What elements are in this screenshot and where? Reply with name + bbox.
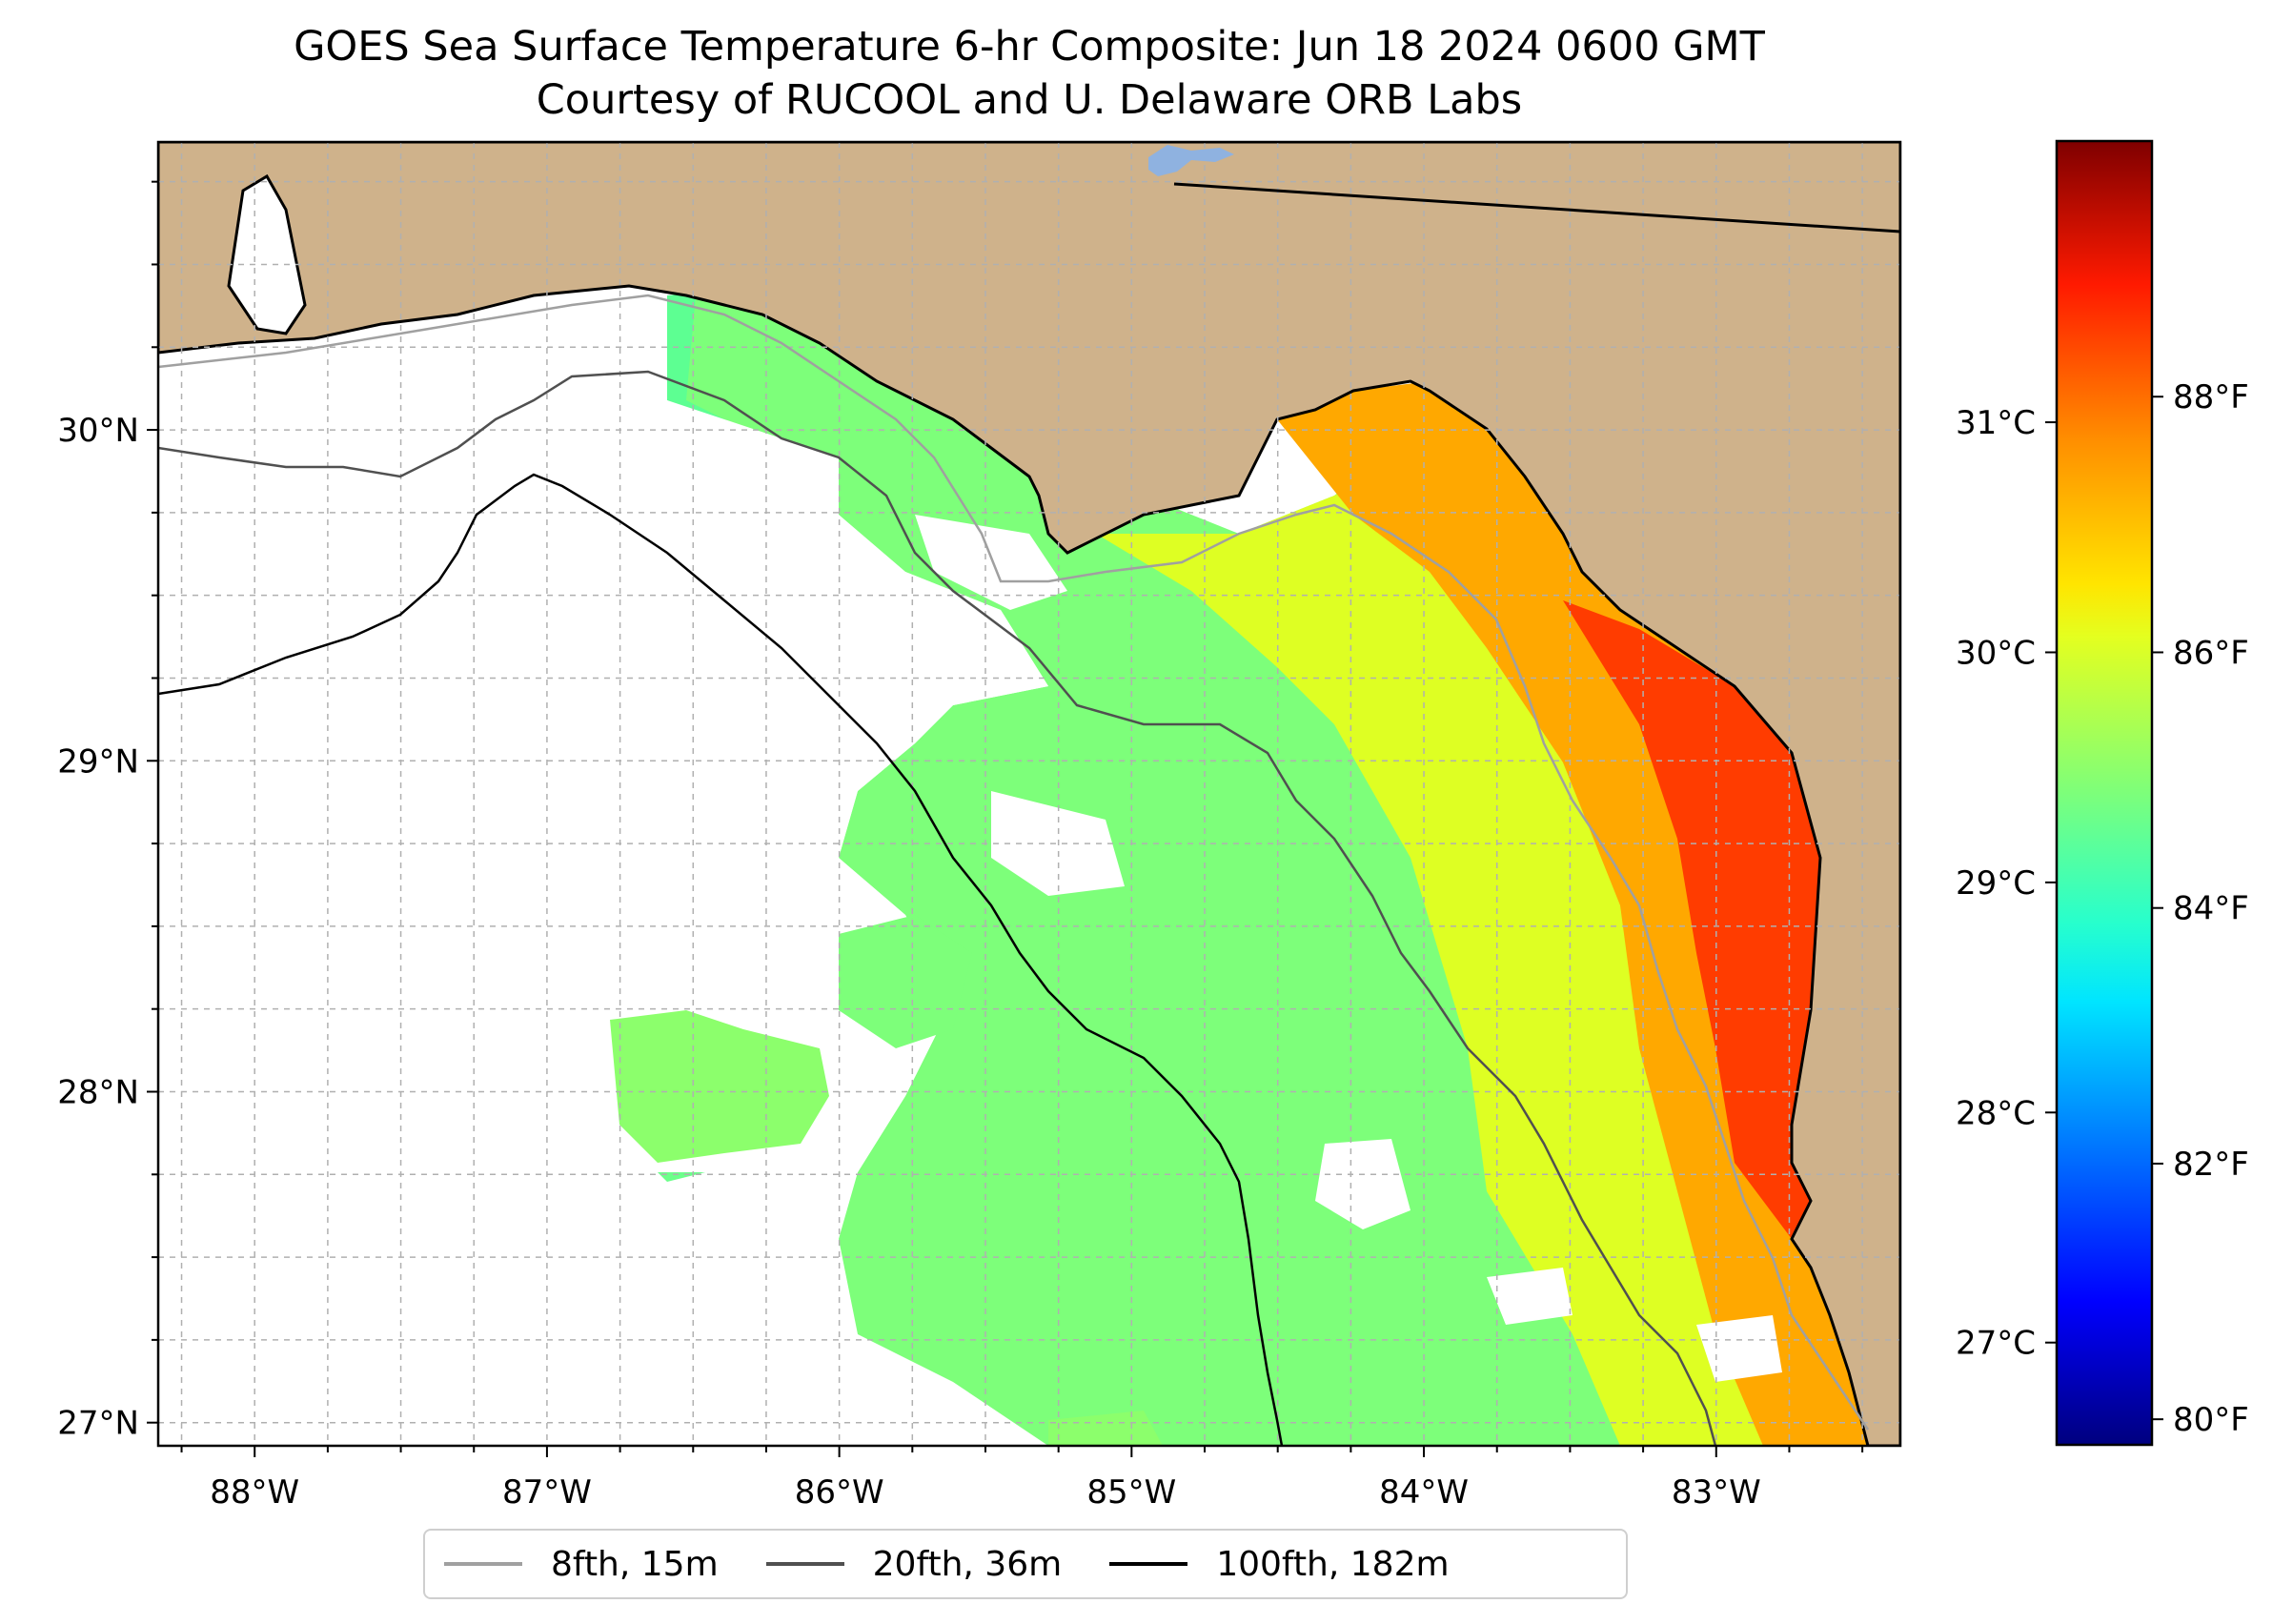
land-north-coast <box>158 142 1900 1446</box>
sst-west-patch <box>610 1010 829 1163</box>
colorbar-f-tick-label: 80°F <box>2173 1401 2249 1439</box>
legend-item: 8fth, 15m <box>444 1545 719 1584</box>
state-boundary <box>1173 182 1900 233</box>
map-frame <box>156 140 1902 1448</box>
map-area <box>158 142 1900 1446</box>
sst-west-patch-2 <box>839 915 972 1048</box>
legend-item: 20fth, 36m <box>765 1544 1063 1584</box>
lon-tick-label: 83°W <box>1672 1473 1761 1512</box>
map-title: GOES Sea Surface Temperature 6-hr Compos… <box>294 23 1765 71</box>
isobath-36m <box>158 370 1717 1446</box>
isobath-15m <box>158 294 1870 1431</box>
land-bay-inlet <box>227 173 307 335</box>
longitude-axis: 88°W 87°W 86°W 85°W 84°W 83°W <box>180 1446 1864 1512</box>
lake-feature <box>1148 145 1234 176</box>
lat-tick-label: 29°N <box>57 742 139 781</box>
no-data-gap <box>1315 1139 1410 1229</box>
lon-tick-label: 86°W <box>795 1473 884 1512</box>
legend-label: 100fth, 182m <box>1216 1544 1450 1584</box>
sst-red-band <box>1563 600 1820 1239</box>
sst-patch-south <box>1048 1411 1163 1446</box>
colorbar-c-tick-label: 31°C <box>1956 404 2036 442</box>
gridlines <box>158 142 1900 1446</box>
colorbar-f-tick-label: 84°F <box>2173 890 2249 928</box>
legend-label: 8fth, 15m <box>551 1544 719 1584</box>
map-subtitle: Courtesy of RUCOOL and U. Delaware ORB L… <box>536 76 1523 124</box>
latitude-axis: 30°N 29°N 28°N 27°N <box>57 180 158 1443</box>
colorbar-celsius-ticks: 31°C 30°C 29°C 28°C 27°C <box>1956 404 2057 1363</box>
no-data-gap <box>1487 1268 1573 1325</box>
colorbar-f-tick-label: 82°F <box>2173 1146 2249 1184</box>
no-data-gap <box>1696 1315 1782 1382</box>
lat-tick-label: 30°N <box>57 412 139 450</box>
colorbar-gradient <box>2055 139 2154 1447</box>
colorbar-f-tick-label: 86°F <box>2173 634 2249 672</box>
lon-tick-label: 87°W <box>502 1473 592 1512</box>
colorbar-c-tick-label: 30°C <box>1956 634 2036 672</box>
legend-label: 20fth, 36m <box>872 1544 1063 1584</box>
lon-tick-label: 84°W <box>1379 1473 1469 1512</box>
lat-tick-label: 27°N <box>57 1405 139 1443</box>
lon-tick-label: 88°W <box>210 1473 299 1512</box>
land <box>158 142 1900 1446</box>
isobaths <box>158 294 1870 1446</box>
isobath-legend: 8fth, 15m 20fth, 36m 100fth, 182m <box>423 1529 1628 1599</box>
isobath-182m <box>158 473 1284 1446</box>
lat-tick-label: 28°N <box>57 1073 139 1111</box>
no-data-gap <box>915 515 1067 610</box>
colorbar-c-tick-label: 29°C <box>1956 864 2036 903</box>
legend-item: 100fth, 182m <box>1109 1544 1450 1584</box>
colorbar-c-tick-label: 27°C <box>1956 1325 2036 1363</box>
colorbar-fahrenheit-ticks: 88°F 86°F 84°F 82°F 80°F <box>2152 378 2249 1439</box>
colorbar-f-tick-label: 88°F <box>2173 378 2249 416</box>
lon-tick-label: 85°W <box>1086 1473 1176 1512</box>
legend-line-swatch <box>444 1562 522 1566</box>
no-data-gap <box>158 142 1048 1446</box>
legend-line-swatch <box>1109 1562 1188 1566</box>
colorbar: 88°F 86°F 84°F 82°F 80°F 31°C 30°C 29°C 28°C 27°… <box>1956 139 2249 1447</box>
colorbar-c-tick-label: 28°C <box>1956 1094 2036 1132</box>
legend-line-swatch <box>765 1562 844 1566</box>
